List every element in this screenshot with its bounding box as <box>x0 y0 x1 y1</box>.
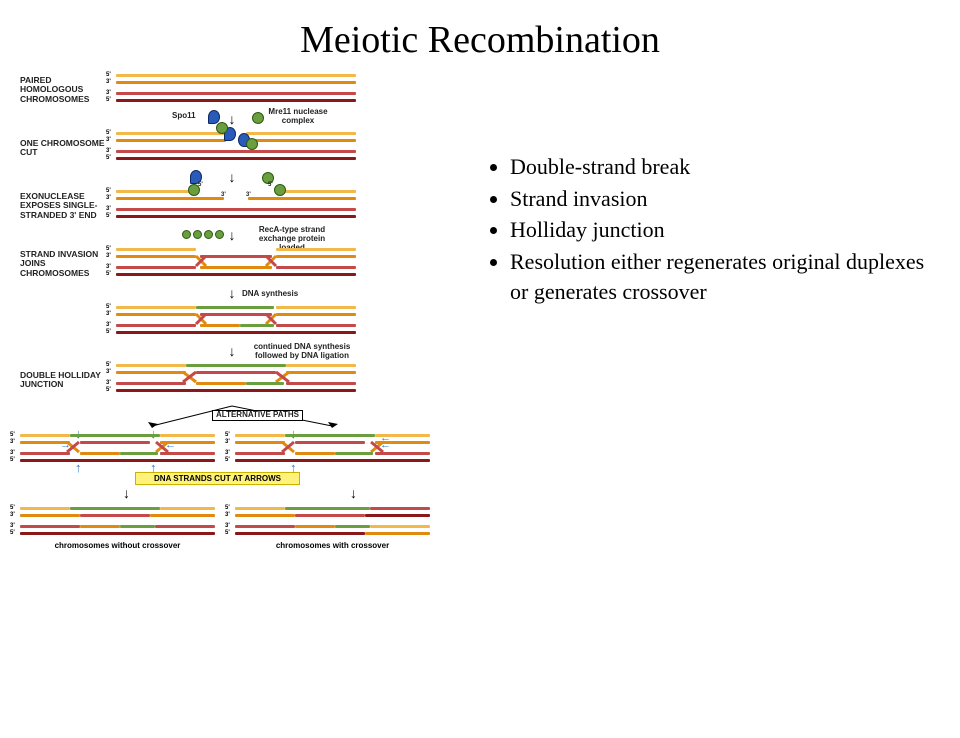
caption-cross: chromosomes with crossover <box>235 541 430 550</box>
step-dnasynthesis: 5' 3' 3' 5' <box>20 304 460 340</box>
end-label: 5' <box>106 72 111 79</box>
arrow-dnasyn: ↓ DNA synthesis <box>112 288 352 302</box>
alternative-paths: ALTERNATIVE PATHS <box>112 404 432 430</box>
arrow-spo11: Spo11 ↓ Mre11 nuclease complex <box>112 114 352 128</box>
arrow-reca: ↓ RecA-type strand exchange protein load… <box>112 230 352 244</box>
bullet-item: Resolution either regenerates original d… <box>510 247 930 306</box>
product-nocross-b: 3' 5' <box>20 523 215 537</box>
product-cross-a: 5' 3' <box>235 505 430 519</box>
arrow-exo: ↓ <box>112 172 352 186</box>
end-label: 3' <box>106 90 111 97</box>
step-label: EXONUCLEASE EXPOSES SINGLE-STRANDED 3' E… <box>20 192 116 220</box>
step-paired: PAIRED HOMOLOGOUS CHROMOSOMES 5' 3' 3' 5… <box>20 72 460 108</box>
end-label: 3' <box>106 79 111 86</box>
mre11-icon <box>246 138 258 150</box>
end-label: 5' <box>106 97 111 104</box>
cut-arrow-icon: ↑ <box>75 460 82 476</box>
page-title: Meiotic Recombination <box>0 18 960 62</box>
cut-arrow-icon: ← <box>380 432 391 444</box>
product-cross-b: 3' 5' <box>235 523 430 537</box>
dnasyn-label: DNA synthesis <box>242 290 298 299</box>
product-nocross-a: 5' 3' <box>20 505 215 519</box>
res-left-bot: 3' 5' <box>20 450 215 464</box>
step-exonuclease: EXONUCLEASE EXPOSES SINGLE-STRANDED 3' E… <box>20 188 460 224</box>
bullet-list: Double-strand break Strand invasion Holl… <box>460 72 930 308</box>
step-invasion: STRAND INVASION JOINS CHROMOSOMES 5' 3' … <box>20 246 460 282</box>
cut-banner: DNA STRANDS CUT AT ARROWS <box>135 472 300 485</box>
bullet-item: Holliday junction <box>510 215 930 245</box>
resolution-row: ↓ ↓ 5' 3' → ← <box>20 432 460 468</box>
spo11-label: Spo11 <box>172 112 196 121</box>
cut-arrow-icon: ↑ <box>150 460 157 476</box>
bullet-item: Strand invasion <box>510 184 930 214</box>
step-label: DOUBLE HOLLIDAY JUNCTION <box>20 371 116 390</box>
arrow-dnasyn2: ↓ continued DNA synthesis followed by DN… <box>112 346 352 360</box>
altpaths-label: ALTERNATIVE PATHS <box>212 410 303 421</box>
step-label: STRAND INVASION JOINS CHROMOSOMES <box>20 250 116 278</box>
mre11-icon <box>216 122 228 134</box>
step-label: PAIRED HOMOLOGOUS CHROMOSOMES <box>20 76 116 104</box>
cut-arrow-icon: ↑ <box>290 460 297 476</box>
bullet-item: Double-strand break <box>510 152 930 182</box>
mre11-icon <box>188 184 200 196</box>
diagram-column: PAIRED HOMOLOGOUS CHROMOSOMES 5' 3' 3' 5… <box>20 72 460 550</box>
caption-nocross: chromosomes without crossover <box>20 541 215 550</box>
content-row: PAIRED HOMOLOGOUS CHROMOSOMES 5' 3' 3' 5… <box>0 72 960 550</box>
products-row: 5' 3' 3' 5' ch <box>20 505 460 550</box>
mre11-label: Mre11 nuclease complex <box>268 108 328 126</box>
step-label: ONE CHROMOSOME CUT <box>20 139 116 158</box>
mre11-icon <box>252 112 264 124</box>
mre11-icon <box>274 184 286 196</box>
step-holliday: DOUBLE HOLLIDAY JUNCTION 5' 3' <box>20 362 460 398</box>
dnasyn2-label: continued DNA synthesis followed by DNA … <box>242 343 362 361</box>
res-right-bot: 3' 5' <box>235 450 430 464</box>
step-cut: ONE CHROMOSOME CUT 5' 3' 3' 5' <box>20 130 460 166</box>
reca-proteins <box>182 230 224 239</box>
